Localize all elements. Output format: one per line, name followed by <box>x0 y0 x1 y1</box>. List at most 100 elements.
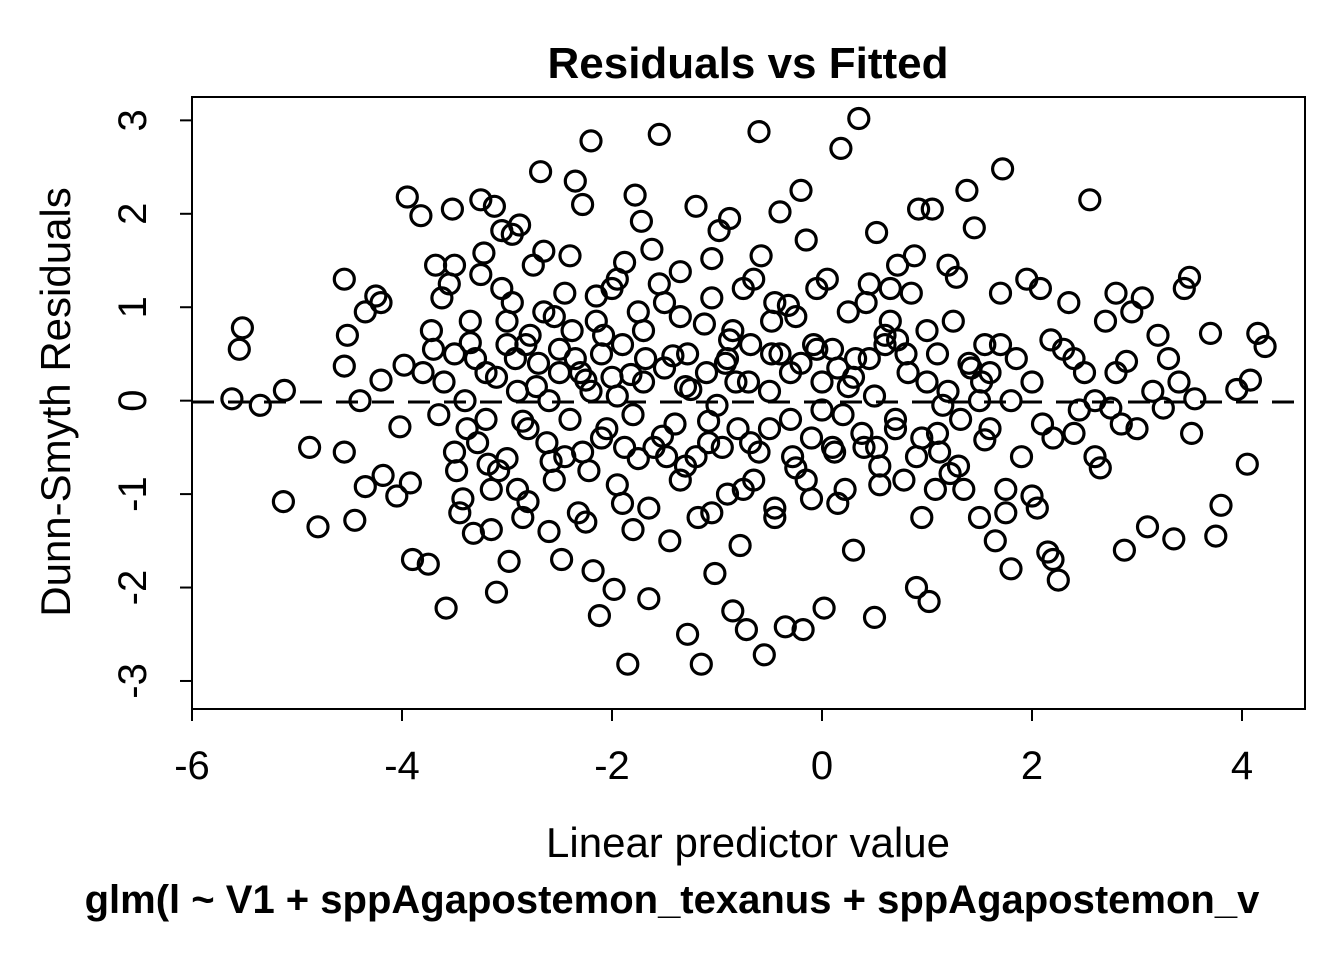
data-point <box>805 337 829 361</box>
data-point <box>1093 309 1118 333</box>
data-point <box>994 501 1018 525</box>
data-point <box>955 178 979 202</box>
data-point <box>1028 276 1053 301</box>
data-point <box>789 351 813 375</box>
data-point <box>466 431 490 455</box>
data-point <box>1104 361 1128 385</box>
data-point <box>526 351 551 375</box>
data-point <box>794 228 818 252</box>
data-point <box>952 477 976 501</box>
data-point <box>1004 347 1028 371</box>
data-point <box>658 529 682 553</box>
data-point <box>864 435 889 459</box>
data-point <box>570 440 595 464</box>
data-point <box>1057 291 1081 315</box>
data-point <box>605 384 629 408</box>
data-point <box>409 204 433 228</box>
data-point <box>482 194 506 218</box>
data-point <box>873 333 897 357</box>
data-point <box>505 477 530 501</box>
data-point <box>495 333 519 357</box>
data-point <box>532 300 556 324</box>
data-point <box>605 267 629 291</box>
data-point <box>505 379 530 403</box>
x-axis-label: Linear predictor value <box>546 819 950 866</box>
data-point <box>686 505 710 530</box>
data-point <box>434 596 458 620</box>
data-point <box>810 398 834 422</box>
data-point <box>424 253 448 277</box>
data-point <box>647 122 671 146</box>
data-point <box>749 244 773 268</box>
data-point <box>440 197 464 221</box>
data-point <box>395 185 419 209</box>
data-point <box>518 323 542 347</box>
data-point <box>371 463 395 487</box>
data-point <box>1183 387 1207 411</box>
data-point <box>668 305 692 329</box>
data-point <box>1046 568 1070 592</box>
data-point <box>902 244 927 268</box>
data-point <box>967 505 992 530</box>
data-point <box>306 515 330 539</box>
data-point <box>836 300 860 324</box>
data-point <box>936 379 960 403</box>
data-point <box>757 379 782 403</box>
y-tick-label: 3 <box>111 109 155 131</box>
data-point <box>957 351 981 375</box>
data-point <box>1172 276 1196 301</box>
data-point <box>416 552 440 576</box>
data-point <box>1156 347 1181 371</box>
data-point <box>421 337 446 361</box>
x-tick-label: -2 <box>594 744 630 788</box>
data-point <box>553 281 577 305</box>
data-point <box>852 435 876 459</box>
data-point <box>1141 379 1165 403</box>
data-point <box>589 342 614 366</box>
data-point <box>885 328 910 352</box>
data-point <box>558 244 582 268</box>
data-point <box>931 393 955 417</box>
data-point <box>419 319 443 343</box>
data-point <box>1125 417 1149 441</box>
y-tick-label: 1 <box>111 296 155 318</box>
x-tick-label: 0 <box>811 744 833 788</box>
data-point <box>600 365 624 389</box>
data-point <box>472 241 496 265</box>
data-point <box>560 319 584 343</box>
data-point <box>710 435 734 459</box>
data-point <box>944 265 969 289</box>
data-point <box>479 517 503 542</box>
data-point <box>1025 496 1049 520</box>
data-point <box>516 490 540 514</box>
data-point <box>1078 188 1102 212</box>
data-point <box>799 487 824 511</box>
data-point <box>430 286 454 310</box>
data-point <box>829 136 853 160</box>
data-point <box>857 272 881 296</box>
data-point <box>230 316 254 340</box>
data-point <box>463 347 488 371</box>
data-point <box>437 272 461 296</box>
data-point <box>369 291 393 315</box>
data-point <box>1062 421 1086 445</box>
data-point <box>332 267 356 291</box>
data-point <box>969 370 994 394</box>
data-point <box>487 459 511 483</box>
data-point <box>654 445 679 469</box>
x-tick-label: 2 <box>1021 744 1043 788</box>
data-point <box>272 378 296 402</box>
data-point <box>442 253 467 277</box>
data-point <box>535 431 559 455</box>
data-point <box>831 403 855 427</box>
data-point <box>626 447 650 471</box>
data-point <box>652 356 677 380</box>
data-point <box>542 468 566 492</box>
data-point <box>988 281 1013 305</box>
data-point <box>759 342 784 366</box>
data-point <box>742 267 766 291</box>
data-point <box>812 596 836 620</box>
data-point <box>1135 515 1160 539</box>
data-point <box>773 615 797 639</box>
data-point <box>623 183 647 207</box>
